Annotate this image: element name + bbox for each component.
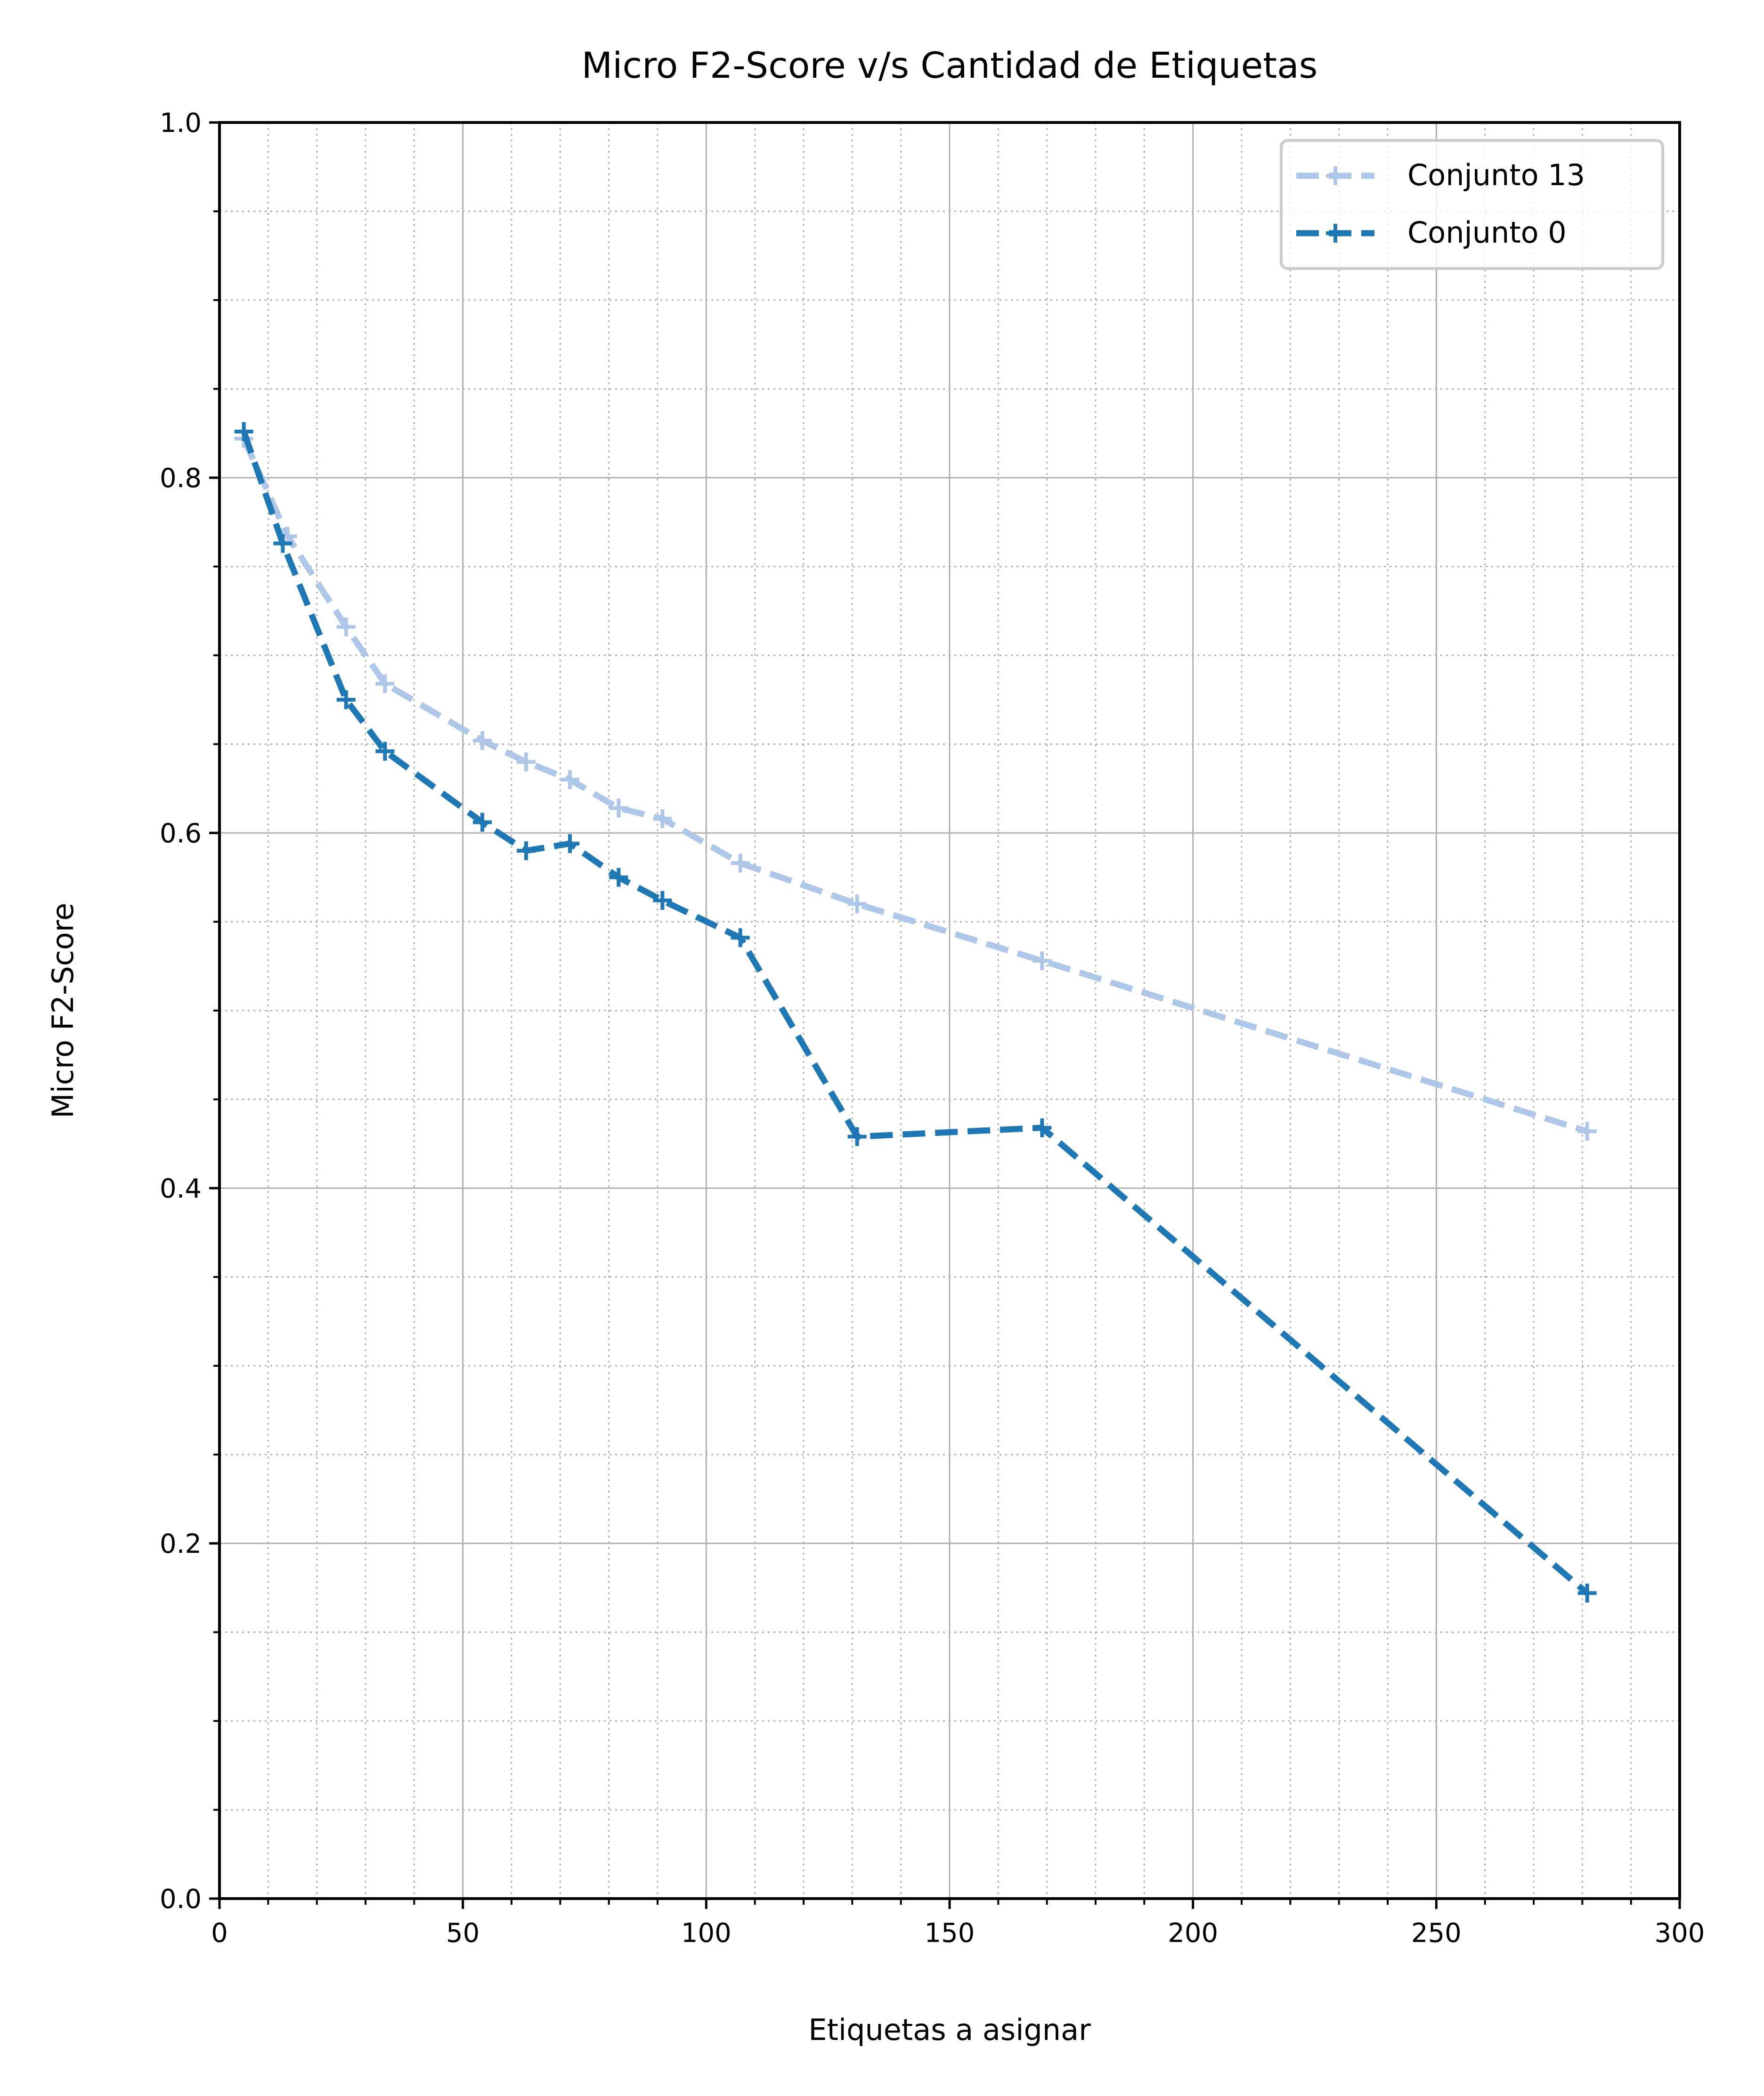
data-point-conjunto-0 (731, 928, 750, 947)
legend-label-conjunto-0: Conjunto 0 (1407, 215, 1567, 250)
y-tick-label: 1.0 (160, 108, 202, 139)
data-point-conjunto-0 (1032, 1118, 1052, 1137)
data-point-conjunto-0 (609, 868, 628, 887)
x-axis-label: Etiquetas a asignar (808, 2013, 1091, 2047)
data-point-conjunto-0 (375, 742, 395, 761)
x-tick-label: 150 (925, 1918, 975, 1949)
data-point-conjunto-0 (1577, 1583, 1597, 1603)
x-tick-label: 50 (446, 1918, 480, 1949)
y-tick-label: 0.8 (160, 463, 202, 494)
legend: Conjunto 13 Conjunto 0 (1280, 139, 1664, 270)
data-point-conjunto-13 (517, 752, 536, 772)
x-tick-label: 300 (1655, 1918, 1705, 1949)
data-point-conjunto-13 (609, 799, 628, 818)
data-point-conjunto-13 (375, 674, 395, 693)
data-point-conjunto-0 (847, 1127, 867, 1146)
y-tick-label: 0.0 (160, 1884, 202, 1915)
y-tick-label: 0.2 (160, 1529, 202, 1559)
y-tick-label: 0.6 (160, 818, 202, 849)
y-axis-label: Micro F2-Score (46, 903, 80, 1118)
x-tick-label: 0 (211, 1918, 228, 1949)
series-layer (234, 422, 1597, 1603)
x-tick-label: 250 (1411, 1918, 1462, 1949)
data-point-conjunto-0 (473, 813, 492, 832)
axis-ticks (209, 121, 1681, 1909)
legend-box (1280, 139, 1664, 270)
chart-title: Micro F2-Score v/s Cantidad de Etiquetas (582, 44, 1318, 86)
data-point-conjunto-0 (517, 841, 536, 860)
x-tick-label: 200 (1168, 1918, 1218, 1949)
data-point-conjunto-0 (336, 690, 356, 710)
legend-handles (1296, 166, 1374, 243)
data-point-conjunto-0 (653, 891, 672, 910)
data-point-conjunto-13 (653, 809, 672, 828)
data-point-conjunto-13 (473, 731, 492, 750)
legend-label-conjunto-13: Conjunto 13 (1407, 158, 1585, 192)
x-tick-label: 100 (681, 1918, 732, 1949)
tick-labels: 0 50 100 150 200 250 300 0.0 0.2 0.4 0.6 0.8 1.0 (160, 108, 1705, 1949)
data-point-conjunto-13 (1032, 951, 1052, 971)
data-point-conjunto-0 (561, 834, 579, 853)
data-point-conjunto-0 (273, 534, 293, 553)
data-point-conjunto-0 (234, 422, 253, 441)
data-point-conjunto-13 (1577, 1122, 1597, 1141)
data-point-conjunto-13 (847, 894, 867, 913)
data-point-conjunto-13 (561, 770, 579, 789)
data-point-conjunto-13 (336, 617, 356, 636)
data-point-conjunto-13 (731, 854, 750, 873)
y-tick-label: 0.4 (160, 1174, 202, 1204)
